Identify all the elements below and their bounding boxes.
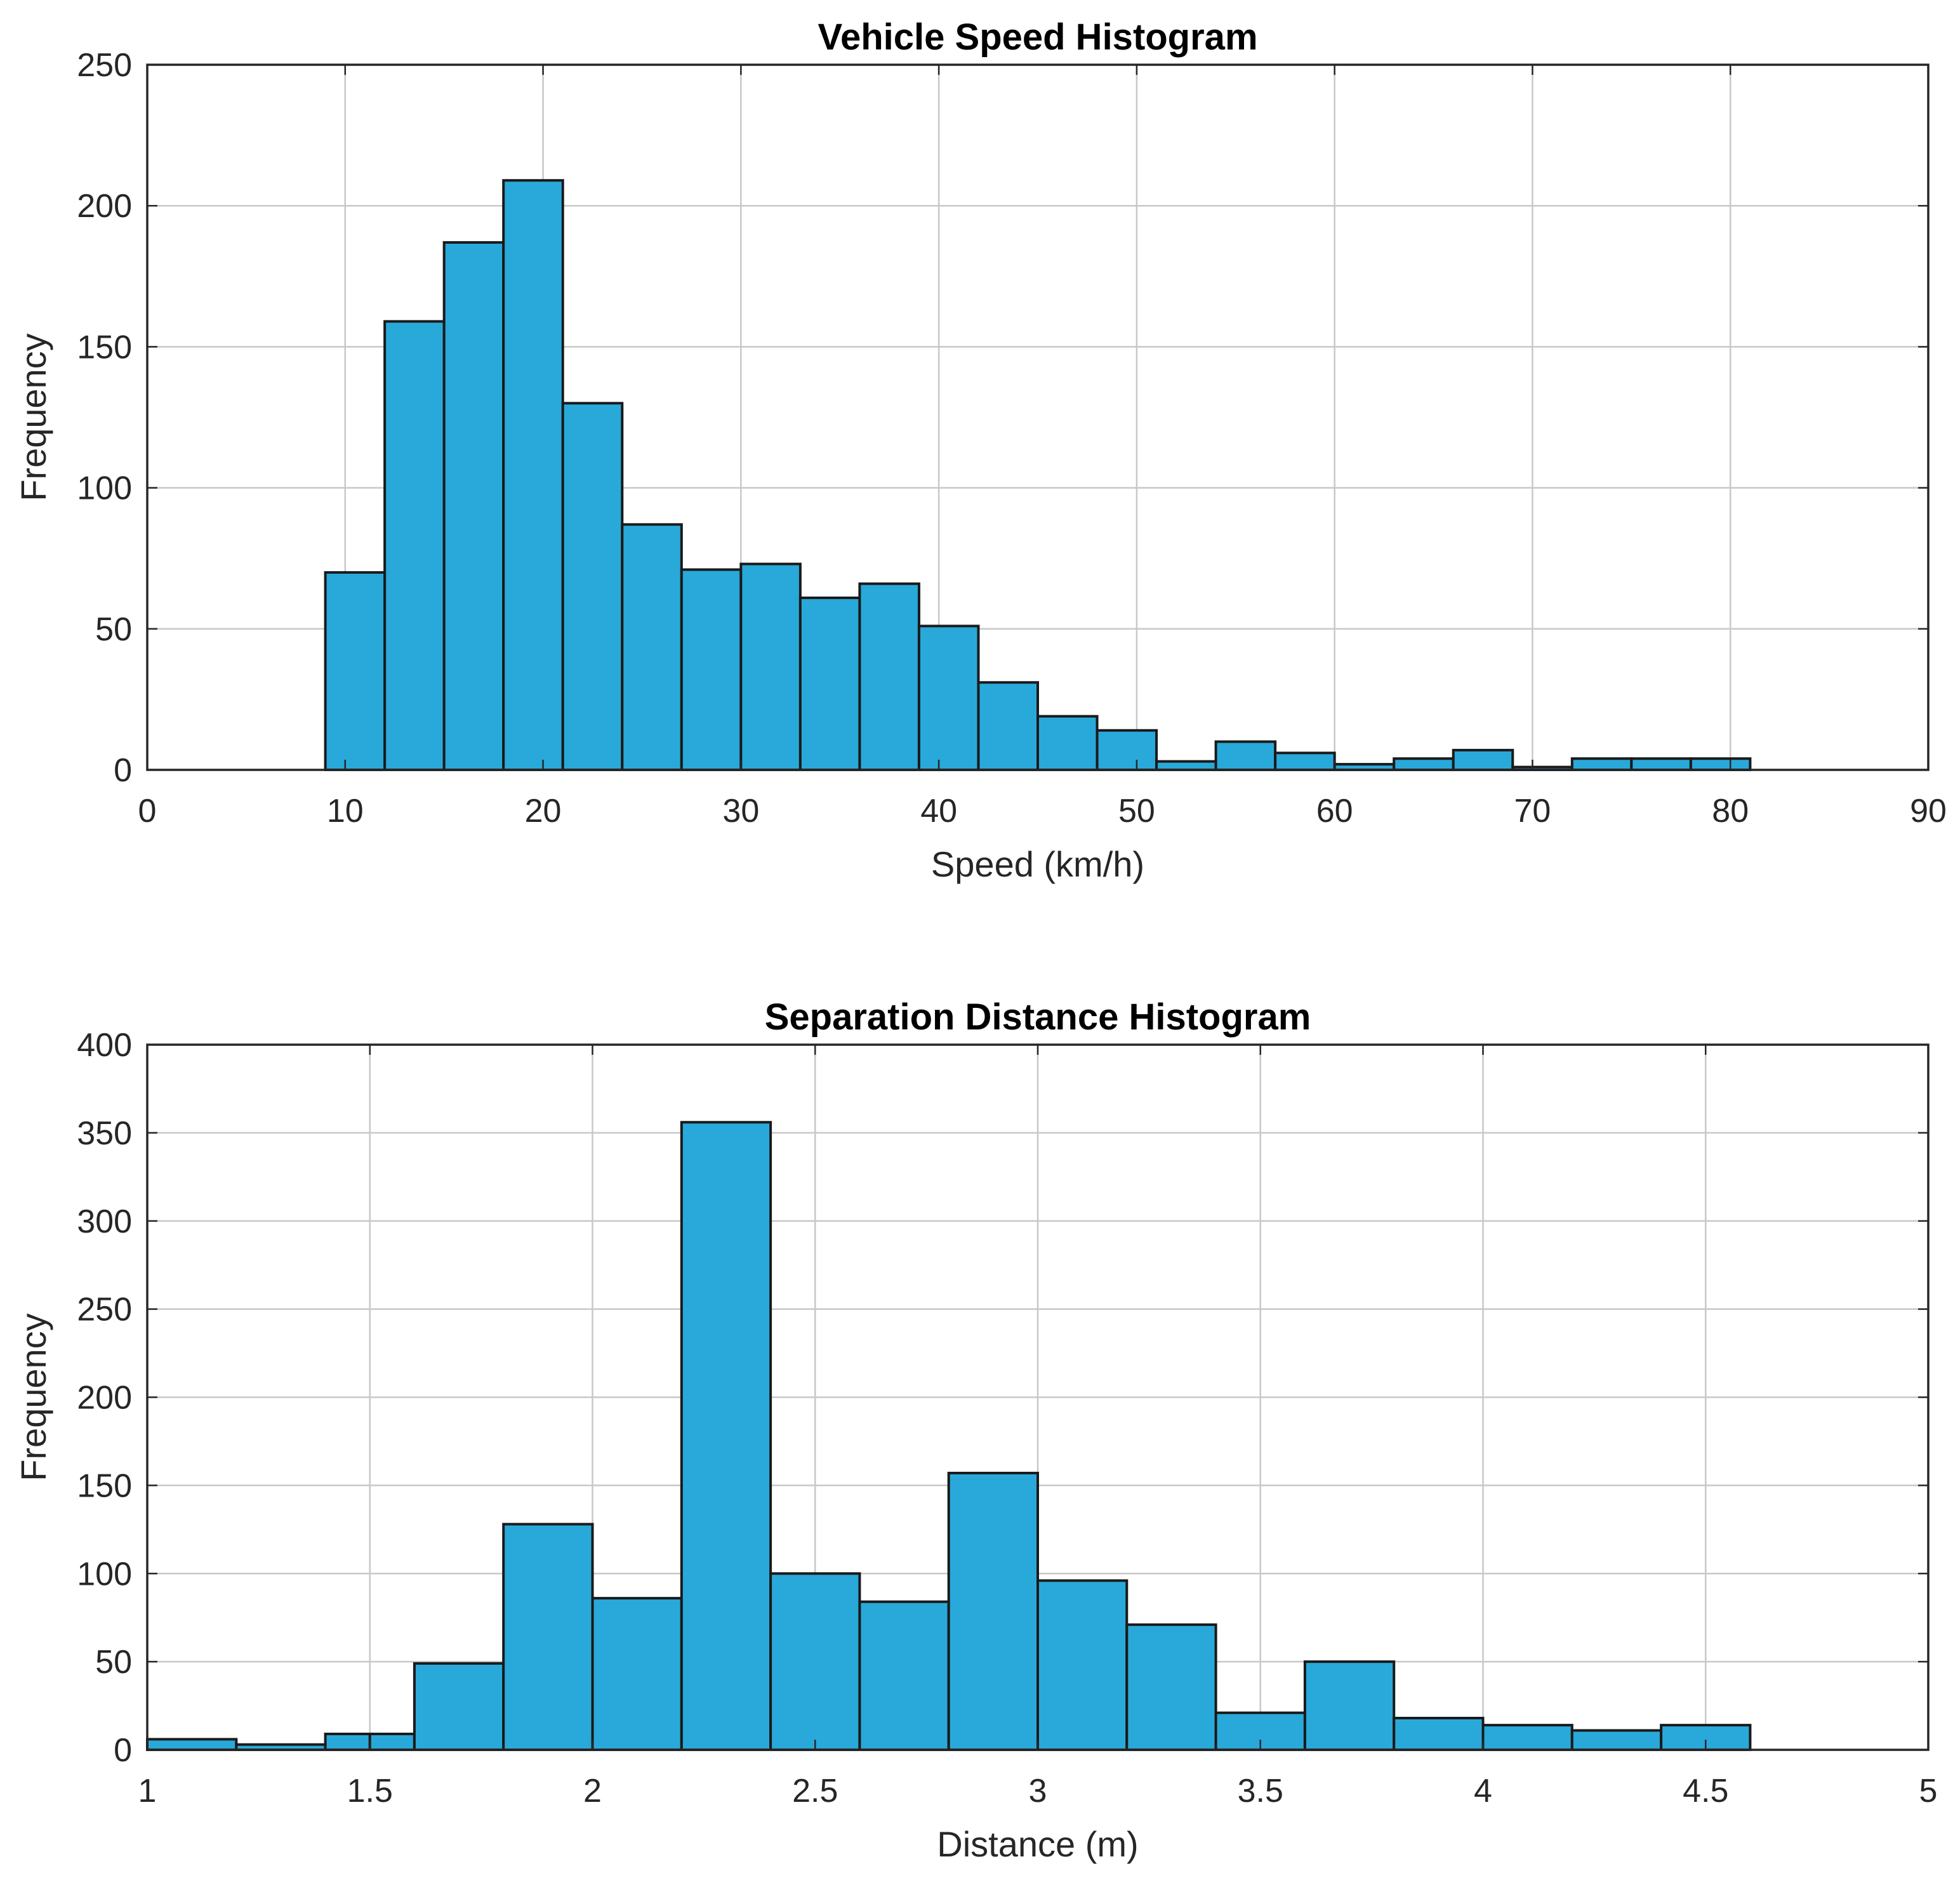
distance-bars bbox=[146, 1121, 1752, 1752]
speed-x-tick-label: 40 bbox=[920, 793, 957, 830]
distance-bar bbox=[1036, 1579, 1129, 1752]
speed-bar bbox=[798, 596, 861, 772]
distance-bar bbox=[858, 1600, 950, 1751]
distance-x-tick-label: 2.5 bbox=[792, 1773, 838, 1809]
distance-bar bbox=[368, 1733, 416, 1751]
speed-bar bbox=[1274, 751, 1336, 772]
speed-y-tick-label: 150 bbox=[77, 329, 132, 366]
speed-bar bbox=[502, 179, 564, 772]
distance-x-tick-label: 4.5 bbox=[1683, 1773, 1728, 1809]
distance-y-tick-label: 350 bbox=[77, 1115, 132, 1152]
speed-bar bbox=[1036, 715, 1099, 771]
speed-bar bbox=[1570, 757, 1633, 771]
speed-y-tick-label: 0 bbox=[114, 752, 132, 789]
distance-y-tick-label: 50 bbox=[95, 1644, 132, 1681]
distance-bar bbox=[1303, 1660, 1396, 1751]
speed-bar bbox=[383, 320, 446, 771]
speed-bar bbox=[1689, 757, 1752, 771]
distance-bar bbox=[591, 1597, 683, 1752]
speed-bar bbox=[739, 562, 802, 771]
speed-bar bbox=[1096, 729, 1158, 772]
distance-x-tick-label: 3 bbox=[1029, 1773, 1047, 1809]
speed-axes-box bbox=[146, 63, 1930, 771]
distance-y-tick-label: 200 bbox=[77, 1380, 132, 1417]
speed-bar bbox=[858, 582, 920, 771]
speed-x-tick-label: 80 bbox=[1712, 793, 1749, 830]
distance-y-tick-label: 250 bbox=[77, 1292, 132, 1328]
distance-y-tick-label: 0 bbox=[114, 1732, 132, 1769]
distance-bar bbox=[1125, 1623, 1217, 1752]
distance-bar bbox=[769, 1572, 861, 1751]
distance-y-tick-label: 150 bbox=[77, 1467, 132, 1504]
speed-x-tick-label: 0 bbox=[138, 793, 157, 830]
distance-bar bbox=[1393, 1717, 1485, 1751]
distance-bar bbox=[680, 1121, 772, 1751]
distance-y-tick-label: 100 bbox=[77, 1556, 132, 1592]
speed-x-tick-label: 70 bbox=[1514, 793, 1551, 830]
speed-ticks: 0 10 20 30 40 50 60 70 80 90 0 50 100 150 200 250 bbox=[77, 47, 1947, 830]
distance-bar bbox=[502, 1523, 594, 1751]
speed-x-tick-label: 20 bbox=[525, 793, 562, 830]
distance-x-tick-label: 1 bbox=[138, 1773, 157, 1809]
speed-x-tick-label: 30 bbox=[722, 793, 759, 830]
speed-x-tick-label: 90 bbox=[1910, 793, 1947, 830]
distance-bar bbox=[1570, 1729, 1663, 1752]
speed-x-tick-label: 60 bbox=[1316, 793, 1353, 830]
distance-bar bbox=[324, 1733, 371, 1751]
speed-bar bbox=[1155, 760, 1217, 771]
distance-x-axis-label: Distance (m) bbox=[937, 1824, 1138, 1864]
speed-x-tick-label: 10 bbox=[327, 793, 364, 830]
speed-bar bbox=[977, 681, 1040, 771]
distance-bar bbox=[1481, 1724, 1573, 1751]
speed-bar bbox=[680, 568, 743, 771]
distance-x-tick-label: 1.5 bbox=[347, 1773, 393, 1809]
speed-x-axis-label: Speed (km/h) bbox=[931, 844, 1144, 884]
speed-bar bbox=[1393, 757, 1455, 771]
distance-ticks: 1 1.5 2 2.5 3 3.5 4 4.5 505010015020025030035040… bbox=[77, 1027, 1937, 1809]
distance-y-tick-label: 300 bbox=[77, 1203, 132, 1240]
speed-x-tick-label: 50 bbox=[1118, 793, 1155, 830]
speed-bar bbox=[1630, 757, 1692, 771]
distance-histogram: 1 1.5 2 2.5 3 3.5 4 4.5 505010015020025030035040… bbox=[13, 996, 1937, 1864]
distance-x-tick-label: 3.5 bbox=[1238, 1773, 1283, 1809]
distance-y-axis-label: Frequency bbox=[13, 1313, 53, 1481]
speed-bars bbox=[324, 179, 1752, 772]
distance-bar bbox=[146, 1738, 238, 1751]
speed-bar bbox=[442, 241, 505, 771]
distance-bar bbox=[413, 1662, 505, 1752]
speed-bar bbox=[1214, 740, 1277, 772]
speed-bar bbox=[561, 402, 624, 771]
speed-y-tick-label: 50 bbox=[95, 611, 132, 648]
distance-bar bbox=[947, 1471, 1039, 1752]
speed-bar bbox=[917, 625, 980, 772]
speed-bar bbox=[1452, 748, 1514, 771]
speed-y-tick-label: 250 bbox=[77, 47, 132, 84]
speed-y-tick-label: 100 bbox=[77, 470, 132, 507]
distance-chart-title: Separation Distance Histogram bbox=[765, 996, 1311, 1038]
speed-bar bbox=[621, 523, 683, 771]
speed-y-tick-label: 200 bbox=[77, 188, 132, 225]
speed-chart-title: Vehicle Speed Histogram bbox=[818, 17, 1257, 58]
distance-x-tick-label: 5 bbox=[1919, 1773, 1938, 1809]
speed-histogram: 0 10 20 30 40 50 60 70 80 90 0 50 100 150 200 250 Vehic… bbox=[13, 17, 1947, 884]
speed-y-axis-label: Frequency bbox=[13, 333, 53, 501]
distance-y-tick-label: 400 bbox=[77, 1027, 132, 1064]
speed-bar bbox=[324, 571, 387, 771]
distance-x-tick-label: 2 bbox=[583, 1773, 602, 1809]
distance-x-tick-label: 4 bbox=[1474, 1773, 1492, 1809]
